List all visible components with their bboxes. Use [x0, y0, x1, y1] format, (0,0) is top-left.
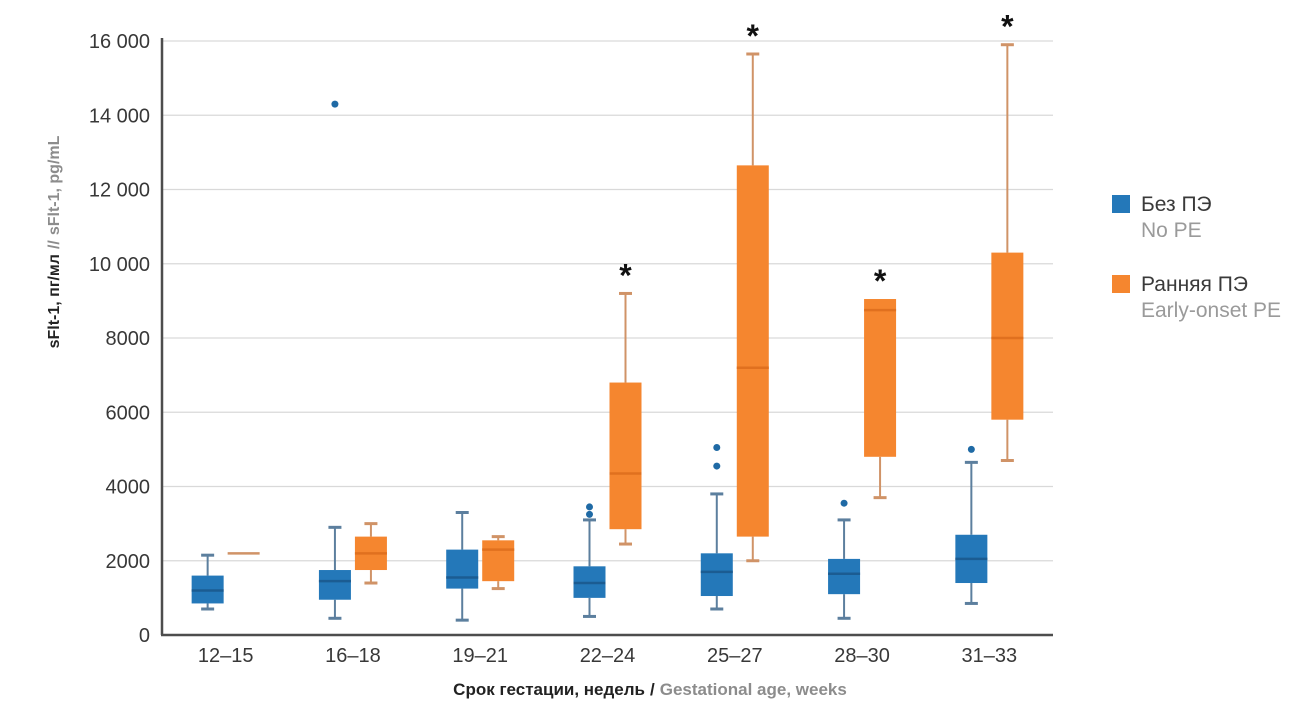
box-rect	[991, 252, 1024, 420]
outlier-dot	[331, 100, 339, 108]
y-axis-title: sFlt-1, пг/мл // sFlt-1, pg/mL	[46, 136, 64, 349]
legend-item-early-onset-pe: Ранняя ПЭ Early-onset PE	[1112, 272, 1297, 324]
y-tick-label: 16 000	[89, 31, 150, 53]
legend: Без ПЭ No PE Ранняя ПЭ Early-onset PE	[1112, 192, 1297, 352]
legend-label-early-onset-pe-en: Early-onset PE	[1141, 299, 1282, 322]
outlier-dot	[713, 462, 721, 470]
legend-label-no-pe-ru: Без ПЭ	[1141, 193, 1212, 216]
x-axis-title-ru: Срок гестации, недель	[453, 680, 646, 699]
x-tick-label: 31–33	[962, 645, 1018, 667]
outlier-dot	[713, 444, 721, 452]
box-rect	[609, 382, 642, 530]
legend-text-early-onset-pe: Ранняя ПЭ Early-onset PE	[1141, 272, 1281, 324]
outlier-dot	[840, 499, 848, 507]
y-tick-label: 8000	[106, 328, 151, 350]
significance-star: *	[619, 257, 632, 293]
x-tick-label: 16–18	[325, 645, 381, 667]
outlier-dot	[586, 503, 593, 511]
box-rect	[736, 165, 769, 537]
y-tick-label: 6000	[106, 402, 151, 424]
y-tick-label: 14 000	[89, 105, 150, 127]
legend-swatch-no-pe	[1112, 195, 1130, 213]
box-rect	[864, 299, 897, 457]
legend-swatch-early-onset-pe	[1112, 275, 1130, 293]
y-tick-label: 0	[139, 625, 150, 647]
y-tick-label: 2000	[106, 551, 151, 573]
outlier-dot	[586, 510, 593, 518]
x-tick-label: 28–30	[834, 645, 890, 667]
legend-item-no-pe: Без ПЭ No PE	[1112, 192, 1297, 244]
y-axis-title-en: sFlt-1, pg/mL	[46, 135, 63, 236]
x-tick-label: 19–21	[452, 645, 508, 667]
x-tick-label: 12–15	[198, 645, 254, 667]
outlier-dot	[967, 445, 975, 453]
y-tick-label: 12 000	[89, 180, 150, 202]
x-axis-title-separator: /	[650, 680, 655, 699]
significance-star: *	[747, 18, 760, 54]
legend-label-early-onset-pe-ru: Ранняя ПЭ	[1141, 273, 1248, 296]
box-rect	[318, 570, 351, 600]
x-tick-label: 25–27	[707, 645, 763, 667]
box-rect	[828, 558, 861, 595]
box-rect	[700, 553, 733, 597]
box-rect	[446, 549, 479, 589]
y-axis-title-ru: sFlt-1, пг/мл	[46, 254, 63, 349]
box-rect	[482, 540, 515, 582]
x-axis-title-en: Gestational age, weeks	[659, 680, 847, 699]
x-axis-title: Срок гестации, недель / Gestational age, w…	[453, 680, 847, 700]
significance-star: *	[1001, 9, 1014, 45]
y-tick-label: 10 000	[89, 254, 150, 276]
y-tick-label: 4000	[106, 477, 151, 499]
x-tick-label: 22–24	[580, 645, 636, 667]
significance-star: *	[874, 263, 887, 299]
legend-text-no-pe: Без ПЭ No PE	[1141, 192, 1212, 244]
legend-label-no-pe-en: No PE	[1141, 219, 1202, 242]
y-axis-title-separator: //	[46, 240, 63, 250]
